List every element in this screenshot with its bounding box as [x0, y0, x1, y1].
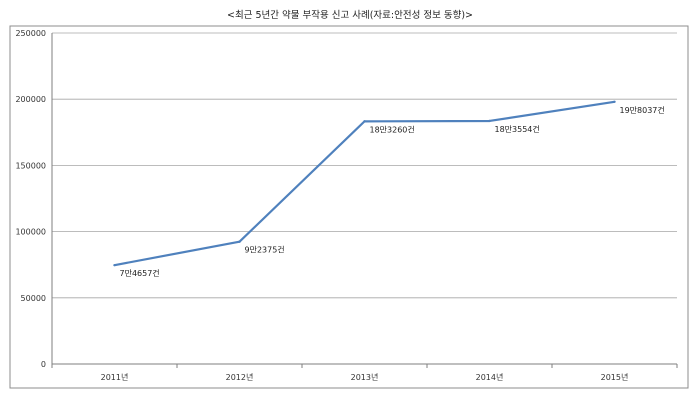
- data-label: 9만2375건: [245, 245, 285, 255]
- x-tick-label: 2014년: [476, 372, 504, 382]
- y-tick-label: 0: [41, 360, 46, 369]
- x-tick-label: 2015년: [601, 372, 629, 382]
- y-tick-label: 150000: [15, 161, 46, 170]
- data-point: [613, 100, 616, 103]
- y-tick-label: 100000: [15, 228, 46, 237]
- gridlines: [52, 32, 677, 299]
- y-tick-label: 200000: [15, 95, 46, 104]
- data-point: [488, 119, 491, 123]
- data-label: 7만4657건: [120, 268, 160, 278]
- data-point: [363, 120, 366, 123]
- chart-title: <최근 5년간 약물 부작용 신고 사례(자료:안전성 정보 동향)>: [227, 10, 473, 21]
- data-point: [113, 263, 116, 267]
- x-tick-label: 2013년: [351, 372, 379, 382]
- axes: [51, 33, 678, 368]
- data-label: 18만3260건: [370, 124, 415, 134]
- y-tick-label: 250000: [15, 29, 46, 38]
- data-point: [238, 240, 241, 243]
- series-layer: [113, 100, 616, 267]
- data-label: 18만3554건: [495, 124, 540, 134]
- chart-area-border: [9, 25, 689, 389]
- x-tick-label: 2012년: [226, 372, 254, 382]
- labels-layer: 0 50000 100000 150000 200000 250000 2011년 2012년…: [15, 29, 664, 382]
- x-tick-label: 2011년: [101, 372, 129, 382]
- data-label: 19만8037건: [620, 105, 665, 115]
- y-tick-label: 50000: [21, 294, 46, 303]
